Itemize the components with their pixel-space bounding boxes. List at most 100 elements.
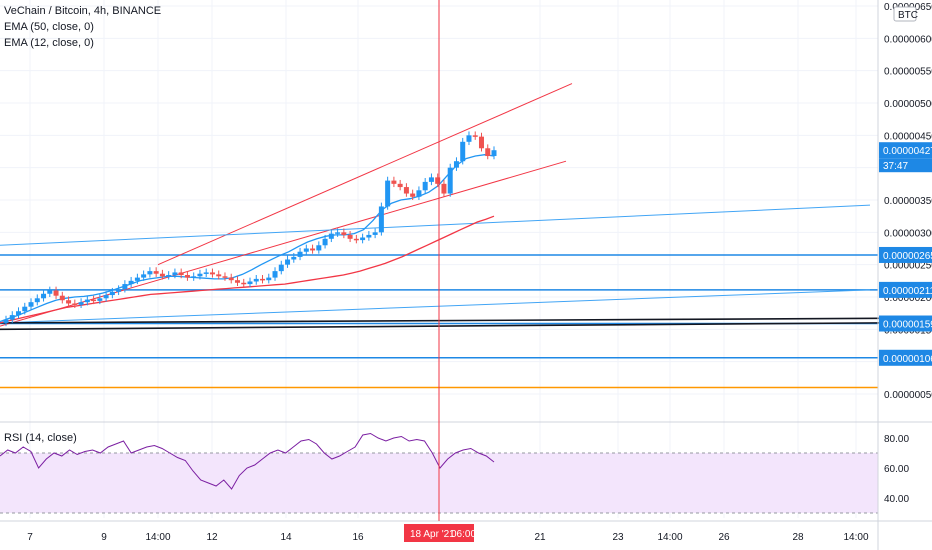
candle-body: [222, 276, 228, 278]
crosshair-time: 06:00: [451, 529, 476, 540]
candles: [3, 131, 497, 327]
candle-body: [303, 248, 309, 252]
crosshair-date: 18 Apr '21: [410, 529, 455, 540]
candle-body: [216, 274, 222, 277]
candle-body: [34, 298, 40, 303]
candle-body: [397, 183, 403, 188]
candle-body: [447, 167, 453, 194]
candle-body: [485, 148, 491, 157]
time-tick-label: 14:00: [145, 532, 170, 543]
candle-body: [472, 135, 478, 137]
price-tick-label: 0.00000200: [884, 293, 932, 304]
candle-body: [453, 161, 459, 168]
trendline: [0, 317, 881, 324]
candle-body: [435, 177, 441, 184]
rsi-tick-label: 60.00: [884, 464, 909, 475]
price-tag-label: 0.00000106: [883, 354, 932, 365]
candle-body: [178, 272, 184, 276]
candle-body: [297, 251, 303, 257]
legend-ema50: EMA (50, close, 0): [4, 21, 94, 33]
candle-body: [3, 319, 9, 323]
price-tick-label: 0.00000350: [884, 196, 932, 207]
candle-body: [360, 237, 366, 241]
price-tag: [879, 315, 932, 332]
candle-body: [372, 232, 378, 235]
ema50-line: [0, 215, 495, 324]
candle-body: [328, 233, 334, 239]
candle-body: [41, 293, 47, 299]
price-tag-label: 0.00000211: [883, 286, 932, 297]
candle-body: [460, 141, 466, 162]
candle-body: [59, 295, 65, 301]
candle-body: [253, 278, 259, 282]
price-tag: [879, 281, 932, 298]
ema-lines: [0, 154, 495, 324]
crosshair-date-tag: [404, 524, 474, 542]
candle-body: [47, 290, 53, 294]
time-tick-label: 14:00: [843, 532, 868, 543]
legend-ema12: EMA (12, close, 0): [4, 37, 94, 49]
time-tick-label: 23: [612, 532, 624, 543]
candle-body: [128, 280, 134, 285]
price-tick-label: 0.00000500: [884, 99, 932, 110]
candle-body: [266, 277, 272, 281]
candle-body: [66, 300, 72, 304]
candle-body: [291, 256, 297, 260]
currency-badge-label: BTC: [898, 10, 918, 21]
trendline: [0, 160, 567, 327]
candle-body: [84, 299, 90, 303]
candle-body: [234, 280, 240, 283]
candle-body: [416, 190, 422, 197]
rsi-label: RSI (14, close): [4, 432, 77, 444]
candle-body: [134, 277, 140, 281]
candle-body: [410, 193, 416, 197]
candle-body: [491, 150, 497, 157]
candle-body: [72, 303, 78, 305]
price-tick-label: 0.00000550: [884, 67, 932, 78]
candle-body: [172, 272, 178, 276]
candle-body: [103, 295, 109, 299]
candle-body: [278, 264, 284, 272]
candle-body: [16, 311, 22, 316]
price-tick-label: 0.00000050: [884, 390, 932, 401]
countdown-label: 37:47: [883, 161, 908, 172]
price-tick-label: 0.00000450: [884, 131, 932, 142]
legend-title: VeChain / Bitcoin, 4h, BINANCE: [4, 5, 162, 17]
candle-body: [247, 281, 253, 285]
time-tick-label: 26: [718, 532, 730, 543]
candle-body: [28, 302, 34, 307]
candle-body: [159, 273, 165, 277]
candle-body: [184, 275, 190, 278]
candle-body: [478, 136, 484, 149]
candle-body: [203, 272, 209, 274]
time-tick-label: 14:00: [657, 532, 682, 543]
candle-body: [310, 248, 316, 251]
candle-body: [466, 135, 472, 142]
time-tick-label: 9: [101, 532, 107, 543]
candle-body: [353, 238, 359, 241]
candle-body: [22, 306, 28, 312]
candle-body: [422, 181, 428, 191]
trendline: [0, 204, 871, 246]
trendline: [157, 83, 573, 266]
price-tag: [879, 246, 932, 263]
rsi-line: [0, 432, 495, 490]
candle-body: [385, 180, 391, 207]
candle-body: [78, 302, 84, 305]
candle-body: [53, 290, 59, 296]
candle-body: [91, 299, 97, 302]
rsi-tick-label: 80.00: [884, 434, 909, 445]
candle-body: [147, 271, 153, 275]
price-tag-label: 0.00000265: [883, 251, 932, 262]
candle-body: [366, 234, 372, 238]
candle-body: [122, 284, 128, 290]
price-tick-label: 0.00000600: [884, 34, 932, 45]
candle-body: [391, 180, 397, 184]
candle-body: [378, 206, 384, 233]
time-tick-label: 14: [280, 532, 292, 543]
countdown-tag: [879, 158, 932, 173]
trendline: [0, 289, 871, 324]
time-tick-label: 28: [792, 532, 804, 543]
candle-body: [441, 183, 447, 194]
candle-body: [9, 315, 15, 320]
